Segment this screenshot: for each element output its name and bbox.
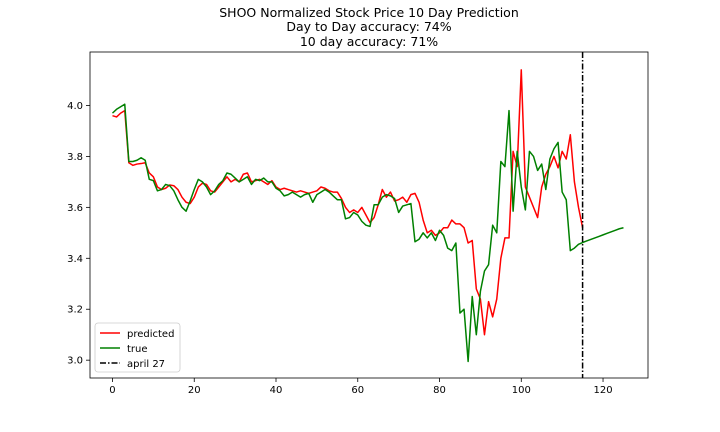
legend-frame [94, 322, 181, 373]
series-line-predicted [112, 69, 584, 336]
y-tick-label: 3.2 [67, 305, 83, 316]
x-tick-label: 120 [593, 385, 612, 396]
y-tick-label: 3.4 [67, 254, 83, 265]
series-layer [111, 69, 624, 363]
x-tick-label: 100 [512, 385, 531, 396]
y-tick-label: 3.8 [67, 152, 83, 163]
chart-title: SHOO Normalized Stock Price 10 Day Predi… [219, 5, 519, 20]
x-tick-label: 20 [188, 385, 201, 396]
y-axis: 3.0 3.2 3.4 3.6 3.8 4.0 [67, 101, 90, 367]
legend-label-predicted: predicted [127, 329, 174, 340]
x-tick-label: 60 [351, 385, 364, 396]
y-tick-label: 3.6 [67, 203, 83, 214]
plot-frame [90, 52, 648, 378]
series-line-true [111, 103, 624, 363]
chart-subtitle-line-1: Day to Day accuracy: 74% [286, 19, 451, 34]
legend-label-april-27: april 27 [127, 359, 165, 370]
x-axis: 0 20 40 60 80 100 120 [109, 378, 613, 396]
x-tick-label: 40 [270, 385, 283, 396]
plot-area: 0 20 40 60 80 100 120 3.0 3.2 3.4 3.6 3.8 4.0 [67, 51, 649, 396]
x-tick-label: 0 [109, 385, 115, 396]
y-tick-label: 3.0 [67, 356, 83, 367]
plot-border [89, 51, 649, 379]
legend: predicted true april 27 [94, 322, 181, 373]
chart-subtitle-line-2: 10 day accuracy: 71% [300, 34, 438, 49]
legend-label-true: true [127, 344, 148, 355]
y-tick-label: 4.0 [67, 101, 83, 112]
x-tick-label: 80 [433, 385, 446, 396]
